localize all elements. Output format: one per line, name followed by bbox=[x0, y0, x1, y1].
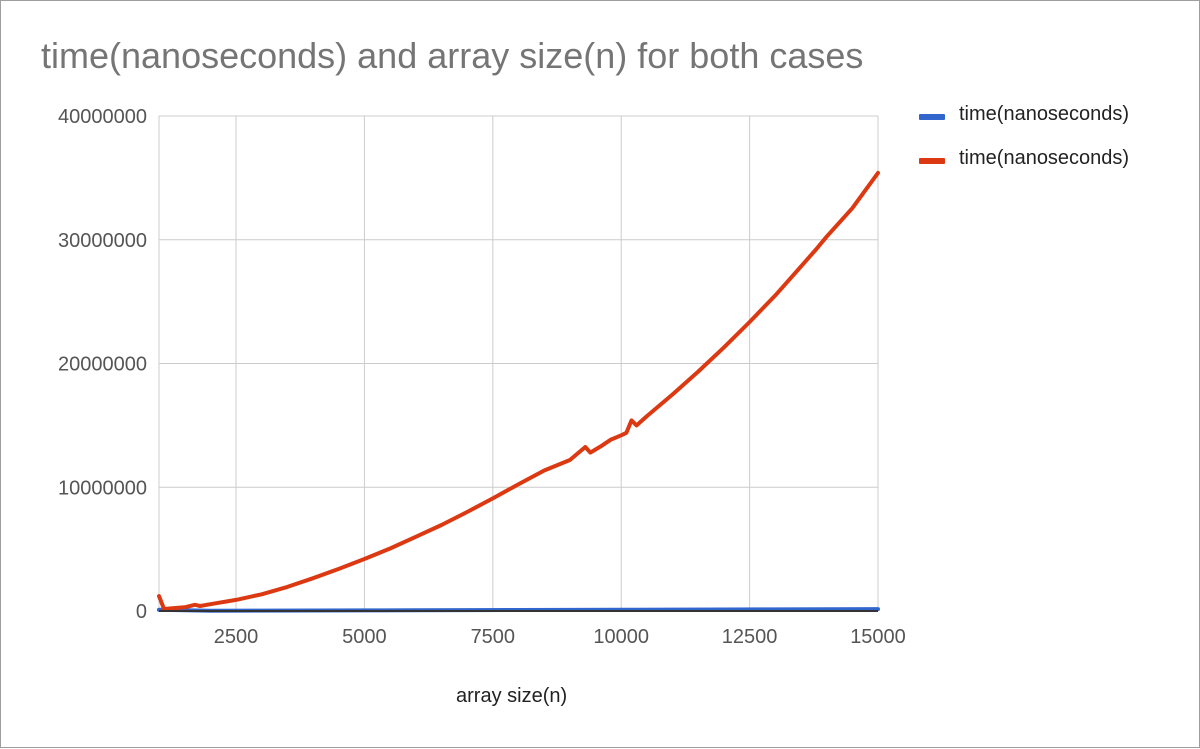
y-tick-label: 30000000 bbox=[58, 230, 147, 252]
legend-label-2: time(nanoseconds) bbox=[959, 147, 1130, 169]
grid-lines bbox=[158, 115, 879, 611]
x-tick-label: 10000 bbox=[593, 626, 649, 648]
y-tick-label: 10000000 bbox=[58, 477, 147, 499]
series-lines bbox=[157, 170, 880, 613]
x-tick-label: 2500 bbox=[214, 626, 259, 648]
y-tick-label: 20000000 bbox=[58, 354, 147, 376]
x-axis-label: array size(n) bbox=[456, 685, 568, 707]
y-tick-label: 40000000 bbox=[58, 106, 147, 128]
x-tick-label: 5000 bbox=[342, 626, 387, 648]
y-tick-label: 0 bbox=[136, 601, 147, 623]
x-tick-label: 15000 bbox=[850, 626, 906, 648]
x-tick-label: 7500 bbox=[471, 626, 516, 648]
chart-title: time(nanoseconds) and array size(n) for … bbox=[41, 35, 864, 76]
legend-swatch-blue bbox=[919, 114, 945, 120]
x-tick-label: 12500 bbox=[722, 626, 778, 648]
legend-label-1: time(nanoseconds) bbox=[959, 103, 1130, 125]
tick-labels: 0 10000000 20000000 30000000 40000000 2500 500… bbox=[58, 106, 906, 648]
legend-swatch-red bbox=[919, 158, 945, 164]
series-line-2 bbox=[157, 170, 880, 612]
